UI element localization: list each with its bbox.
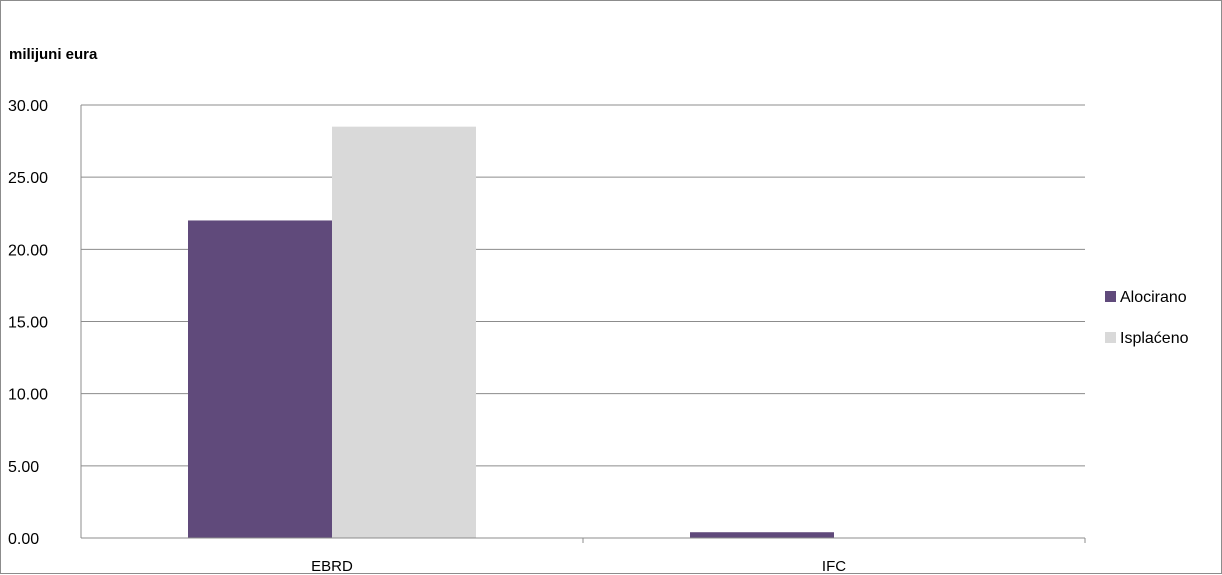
bar-ebrd-isplaceno	[332, 126, 476, 539]
bar-ebrd-alocirano	[188, 220, 332, 538]
y-tick-label: 5.00	[8, 459, 39, 476]
y-tick-label: 10.00	[8, 387, 48, 404]
axes: 0.00 5.00 10.00 15.00 20.00 25.00 30.00 EBRD IFC	[8, 98, 1086, 575]
y-axis-unit-label: milijuni eura	[9, 46, 98, 63]
y-tick-label: 15.00	[8, 315, 48, 332]
legend-label: Alocirano	[1120, 289, 1187, 306]
x-category-label: IFC	[822, 558, 846, 575]
legend-swatch	[1105, 332, 1116, 343]
x-category-label: EBRD	[311, 558, 353, 575]
y-tick-label: 25.00	[8, 170, 48, 187]
y-tick-label: 20.00	[8, 242, 48, 259]
bars	[188, 126, 834, 539]
legend-swatch	[1105, 291, 1116, 302]
legend: Alocirano Isplaćeno	[1105, 289, 1189, 347]
y-tick-label: 0.00	[8, 531, 39, 548]
y-tick-label: 30.00	[8, 98, 48, 115]
bar-ifc-alocirano	[690, 532, 834, 538]
legend-label: Isplaćeno	[1120, 330, 1189, 347]
